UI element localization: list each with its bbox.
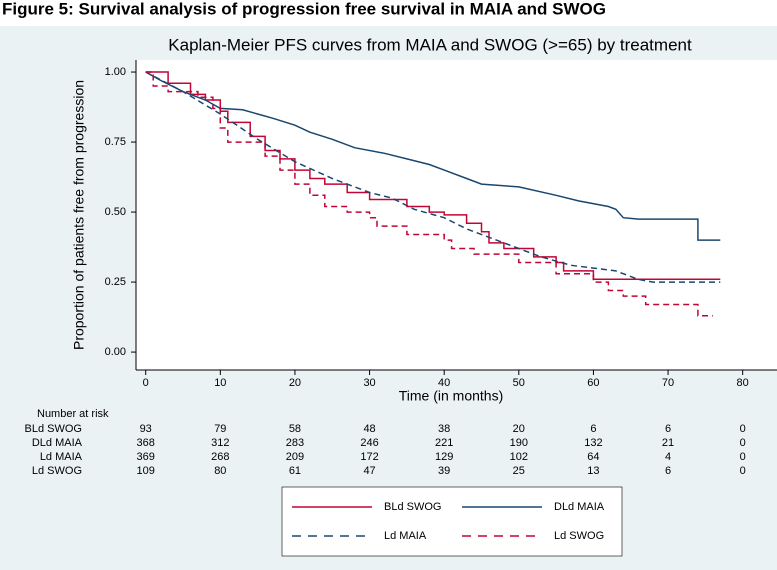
risk-count: 283 [286,437,304,449]
x-tick-label: 80 [737,377,749,389]
risk-count: 132 [584,437,602,449]
y-tick-label: 0.00 [105,346,126,358]
risk-count: 6 [665,465,671,477]
x-tick-label: 10 [214,377,226,389]
risk-row-label: Ld MAIA [40,451,83,463]
legend-label: Ld MAIA [384,530,427,542]
risk-count: 102 [510,451,528,463]
legend-label: BLd SWOG [384,501,441,513]
figure-title: Figure 5: Survival analysis of progressi… [2,0,606,18]
risk-count: 13 [587,465,599,477]
risk-count: 21 [662,437,674,449]
risk-count: 58 [289,423,301,435]
risk-count: 172 [360,451,378,463]
risk-count: 246 [360,437,378,449]
risk-count: 39 [438,465,450,477]
risk-count: 0 [740,437,746,449]
x-tick-label: 20 [289,377,301,389]
risk-count: 80 [214,465,226,477]
risk-count: 20 [513,423,525,435]
x-axis-title: Time (in months) [399,388,504,404]
km-curve [145,71,721,241]
risk-count: 369 [137,451,155,463]
km-curve [145,71,721,283]
risk-count: 209 [286,451,304,463]
risk-count: 221 [435,437,453,449]
legend-label: DLd MAIA [554,501,605,513]
risk-count: 0 [740,465,746,477]
y-tick-label: 1.00 [105,66,126,78]
risk-table-title: Number at risk [37,408,109,420]
risk-count: 6 [590,423,596,435]
legend-label: Ld SWOG [554,530,604,542]
risk-count: 93 [140,423,152,435]
risk-count: 64 [587,451,599,463]
risk-count: 47 [363,465,375,477]
legend [281,486,623,557]
risk-row-label: Ld SWOG [32,465,82,477]
risk-count: 129 [435,451,453,463]
x-tick-label: 0 [143,377,149,389]
risk-count: 268 [211,451,229,463]
x-tick-label: 40 [438,377,450,389]
risk-count: 368 [137,437,155,449]
risk-count: 4 [665,451,671,463]
risk-count: 48 [363,423,375,435]
x-tick-label: 30 [363,377,375,389]
x-tick-label: 50 [513,377,525,389]
x-tick-label: 60 [587,377,599,389]
risk-count: 6 [665,423,671,435]
km-curve [145,71,721,281]
risk-count: 38 [438,423,450,435]
y-tick-label: 0.25 [105,276,126,288]
risk-count: 109 [137,465,155,477]
risk-count: 0 [740,423,746,435]
y-tick-label: 0.75 [105,136,126,148]
y-tick-label: 0.50 [105,206,126,218]
y-axis-title: Proportion of patients free from progres… [71,80,87,350]
risk-count: 61 [289,465,301,477]
risk-count: 190 [510,437,528,449]
risk-count: 25 [513,465,525,477]
chart-title: Kaplan-Meier PFS curves from MAIA and SW… [168,35,692,54]
risk-count: 312 [211,437,229,449]
risk-count: 0 [740,451,746,463]
risk-row-label: BLd SWOG [25,423,82,435]
risk-row-label: DLd MAIA [32,437,83,449]
x-tick-label: 70 [662,377,674,389]
risk-count: 79 [214,423,226,435]
km-curve [145,71,713,317]
